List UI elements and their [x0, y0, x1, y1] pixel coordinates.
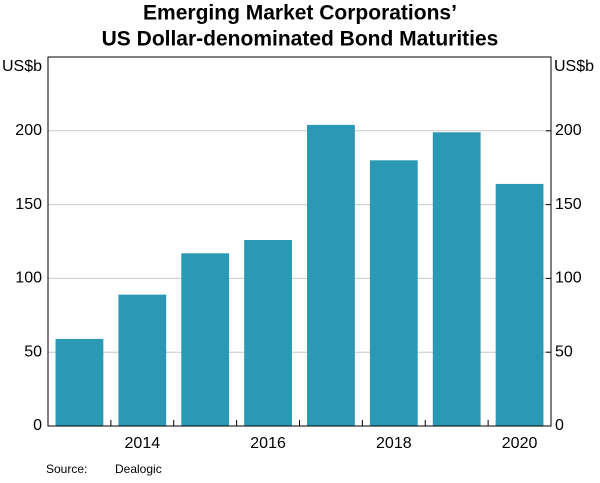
chart-title: Emerging Market Corporations’ [143, 2, 457, 25]
y2-tick-label: 100 [555, 270, 582, 287]
bar [432, 132, 481, 426]
x-tick-label: 2014 [125, 435, 161, 452]
y2-tick-label: 50 [555, 343, 573, 360]
y-tick-label: 100 [15, 270, 42, 287]
y2-tick-label: 200 [555, 122, 582, 139]
y2-tick-label: 150 [555, 196, 582, 213]
x-tick-label: 2016 [250, 435, 286, 452]
bar [55, 338, 104, 426]
source: Dealogic [115, 462, 162, 476]
x-tick-label: 2018 [376, 435, 412, 452]
bar [118, 294, 167, 426]
y2-axis-label: US$b [554, 58, 594, 75]
bar [244, 240, 292, 426]
y-tick-label: 0 [33, 417, 42, 434]
chart-title: US Dollar-denominated Bond Maturities [102, 28, 499, 51]
bar [369, 160, 418, 426]
x-tick-label: 2020 [502, 435, 538, 452]
source-label: Source: [46, 462, 87, 476]
bar [181, 253, 230, 426]
y-tick-label: 200 [15, 122, 42, 139]
plot-frame [47, 56, 552, 427]
bar [495, 183, 544, 426]
bar [307, 124, 355, 427]
y-tick-label: 50 [24, 343, 42, 360]
y2-tick-label: 0 [555, 417, 564, 434]
y-tick-label: 150 [15, 196, 42, 213]
y-axis-label: US$b [2, 58, 42, 75]
